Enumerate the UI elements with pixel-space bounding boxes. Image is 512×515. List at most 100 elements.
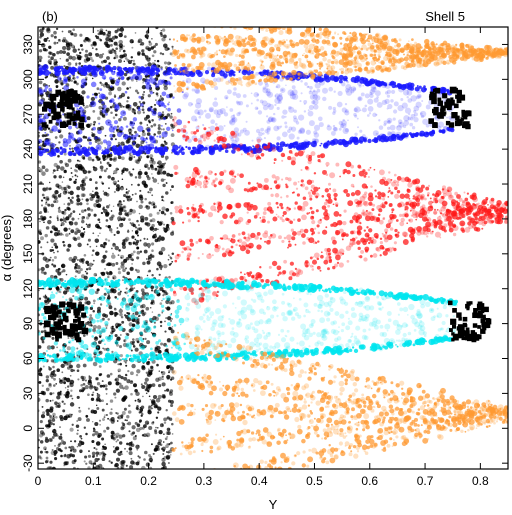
scatter-point	[134, 347, 139, 352]
scatter-point	[162, 457, 165, 460]
scatter-point	[116, 28, 121, 32]
scatter-point	[342, 127, 349, 135]
scatter-point	[118, 375, 120, 377]
scatter-point	[197, 125, 200, 128]
scatter-point	[70, 440, 72, 443]
scatter-point	[124, 90, 128, 94]
scatter-point	[332, 203, 335, 206]
scatter-point	[132, 117, 138, 122]
scatter-point	[432, 130, 435, 133]
scatter-point	[201, 288, 205, 293]
scatter-point	[58, 67, 61, 70]
scatter-point	[50, 143, 56, 148]
scatter-point	[106, 374, 111, 378]
scatter-point	[326, 125, 332, 131]
scatter-point	[64, 116, 67, 119]
scatter-point	[171, 129, 174, 132]
scatter-point	[153, 205, 157, 209]
scatter-point	[47, 302, 50, 304]
scatter-point	[132, 431, 136, 435]
scatter-point	[455, 217, 458, 220]
scatter-point	[152, 394, 158, 400]
scatter-point	[109, 372, 113, 376]
scatter-point	[92, 433, 95, 437]
scatter-point	[105, 119, 112, 126]
scatter-point	[160, 246, 166, 252]
scatter-point	[335, 254, 341, 261]
scatter-point	[96, 455, 98, 457]
scatter-point	[94, 238, 100, 243]
scatter-point	[46, 412, 50, 416]
scatter-point	[372, 253, 378, 258]
scatter-point	[43, 446, 47, 451]
scatter-point	[79, 202, 83, 206]
scatter-point	[158, 376, 162, 381]
scatter-point	[168, 443, 171, 446]
scatter-point	[366, 226, 369, 229]
scatter-point	[67, 286, 71, 290]
scatter-point	[63, 76, 69, 82]
scatter-point	[316, 265, 321, 270]
scatter-point	[141, 385, 146, 389]
scatter-point	[138, 100, 141, 104]
scatter-point	[127, 195, 131, 199]
scatter-point	[210, 147, 216, 153]
scatter-point	[210, 119, 216, 125]
scatter-point	[154, 348, 159, 353]
scatter-point	[230, 238, 233, 241]
scatter-point	[110, 430, 115, 435]
scatter-point	[55, 287, 60, 291]
scatter-point	[248, 245, 252, 249]
scatter-point	[105, 29, 108, 32]
scatter-point	[405, 201, 409, 206]
scatter-point	[91, 193, 96, 199]
scatter-point	[311, 259, 318, 265]
scatter-point	[53, 200, 57, 204]
scatter-point	[121, 320, 125, 324]
scatter-point	[427, 192, 430, 195]
scatter-point	[104, 268, 106, 270]
scatter-point	[381, 176, 387, 181]
scatter-point	[344, 109, 349, 113]
scatter-point	[115, 440, 118, 443]
scatter-point	[135, 444, 140, 449]
scatter-point	[260, 127, 264, 132]
scatter-point	[130, 222, 135, 227]
scatter-point	[103, 429, 107, 433]
scatter-point	[109, 76, 113, 81]
scatter-point	[115, 167, 119, 171]
scatter-point	[51, 263, 54, 266]
scatter-point	[40, 266, 45, 272]
scatter-point	[342, 220, 347, 226]
scatter-point	[161, 299, 163, 302]
scatter-point	[96, 288, 100, 292]
scatter-point	[114, 52, 117, 55]
scatter-point	[52, 416, 55, 419]
scatter-point	[487, 203, 489, 206]
scatter-point	[420, 184, 425, 189]
scatter-point	[138, 95, 142, 99]
scatter-point	[454, 191, 458, 196]
scatter-point	[171, 221, 176, 226]
scatter-point	[137, 183, 140, 187]
scatter-point	[388, 203, 392, 207]
scatter-point	[350, 89, 355, 94]
scatter-point	[289, 261, 294, 266]
scatter-point	[96, 407, 100, 410]
scatter-point	[118, 308, 123, 314]
scatter-point	[71, 71, 76, 76]
scatter-point	[69, 374, 72, 377]
scatter-point	[95, 149, 99, 153]
scatter-point	[59, 433, 63, 436]
scatter-point	[240, 153, 243, 156]
scatter-point	[199, 186, 202, 189]
scatter-point	[74, 174, 77, 177]
scatter-point	[281, 159, 284, 162]
scatter-point	[173, 164, 179, 170]
scatter-point	[48, 87, 53, 92]
scatter-point	[150, 124, 154, 128]
scatter-point	[138, 194, 143, 199]
scatter-point	[90, 81, 97, 88]
scatter-point	[50, 65, 55, 70]
scatter-point	[287, 89, 294, 96]
